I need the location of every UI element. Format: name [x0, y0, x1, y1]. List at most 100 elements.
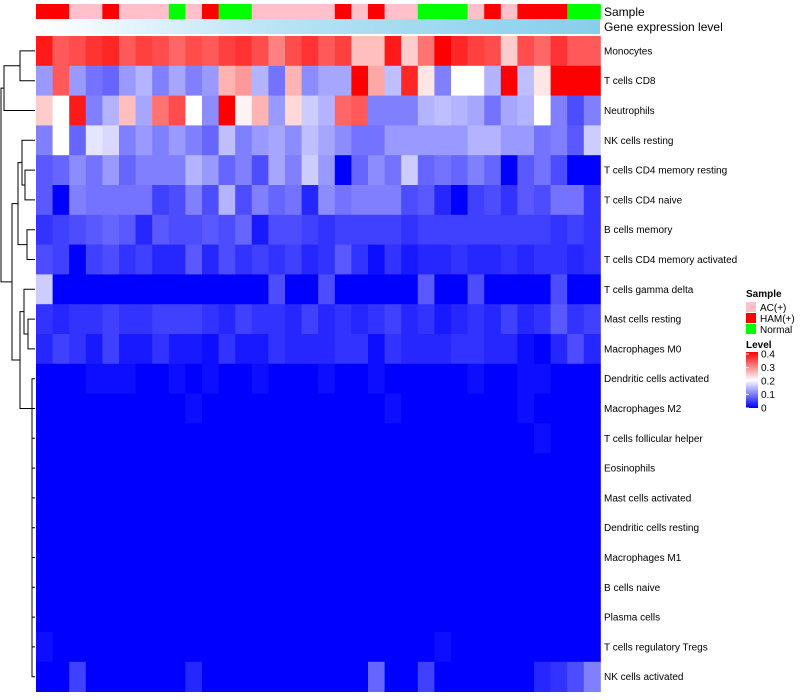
heatmap-cell [102, 214, 120, 245]
heatmap-cell [534, 304, 551, 335]
heatmap-cell [52, 393, 70, 424]
row-label: Mast cells resting [604, 315, 681, 326]
heatmap-cell [218, 214, 236, 245]
heatmap-cell [368, 542, 385, 573]
level-tick-label: 0.1 [761, 390, 775, 401]
heatmap-cell [534, 334, 551, 365]
heatmap-cell [434, 661, 452, 692]
heatmap-cell [583, 483, 601, 514]
heatmap-cell [567, 483, 585, 514]
heatmap-cell [401, 185, 419, 216]
heatmap-cell [268, 214, 286, 245]
heatmap-cell [334, 602, 352, 633]
heatmap-cell [218, 36, 236, 67]
heatmap-cell [85, 65, 103, 96]
heatmap-cell [550, 602, 568, 633]
heatmap-cell [334, 65, 352, 96]
heatmap-cell [268, 244, 286, 275]
heatmap-cell [301, 214, 319, 245]
sample-cell [235, 4, 253, 19]
heatmap-cell [434, 483, 452, 514]
heatmap-cell [202, 423, 219, 454]
heatmap-cell [484, 453, 502, 484]
heatmap-cell [285, 304, 302, 335]
heatmap-cell [235, 423, 253, 454]
heatmap-cell [235, 155, 253, 186]
heatmap-cell [517, 363, 535, 394]
heatmap-cell [135, 304, 153, 335]
heatmap-cell [451, 95, 468, 126]
heatmap-cell [185, 393, 203, 424]
heatmap-cell [318, 512, 336, 543]
heatmap-cell [517, 334, 535, 365]
heatmap-cell [301, 304, 319, 335]
heatmap-cell [384, 274, 402, 305]
heatmap-cell [451, 244, 468, 275]
heatmap-cell [351, 65, 369, 96]
heatmap-cell [102, 542, 120, 573]
heatmap-cell [583, 602, 601, 633]
heatmap-cell [301, 274, 319, 305]
heatmap-cell [152, 393, 170, 424]
heatmap-cell [268, 542, 286, 573]
sample-cell [36, 4, 53, 19]
heatmap-cell [500, 334, 518, 365]
heatmap-cell [534, 125, 551, 156]
heatmap-cell [102, 244, 120, 275]
heatmap-cell [318, 125, 336, 156]
heatmap-cell [567, 363, 585, 394]
heatmap-cell [417, 512, 435, 543]
sample-cell [451, 4, 468, 19]
heatmap-cell [301, 65, 319, 96]
heatmap-cell [119, 661, 136, 692]
level-colorbar [746, 352, 758, 408]
heatmap-cell [168, 155, 186, 186]
heatmap-cell [251, 632, 269, 663]
heatmap-cell [351, 572, 369, 603]
heatmap-cell [318, 602, 336, 633]
dendrogram-branch [11, 203, 20, 361]
heatmap-cell [550, 572, 568, 603]
heatmap-cell [301, 393, 319, 424]
heatmap-cell [351, 95, 369, 126]
heatmap-cell [351, 393, 369, 424]
heatmap-cell [318, 542, 336, 573]
heatmap-cell [567, 95, 585, 126]
heatmap-cell [268, 483, 286, 514]
heatmap-cell [567, 125, 585, 156]
heatmap-cell [69, 244, 87, 275]
heatmap-cell [351, 155, 369, 186]
heatmap-cell [500, 214, 518, 245]
heatmap-cell [583, 274, 601, 305]
heatmap-cell [384, 214, 402, 245]
heatmap-cell [152, 602, 170, 633]
heatmap-cell [119, 304, 136, 335]
heatmap-cell [235, 65, 253, 96]
heatmap-cell [334, 542, 352, 573]
heatmap-cell [285, 661, 302, 692]
heatmap-cell [251, 334, 269, 365]
heatmap-cell [368, 512, 385, 543]
heatmap-cell [119, 244, 136, 275]
heatmap-cell [384, 185, 402, 216]
heatmap-cell [500, 572, 518, 603]
heatmap-cell [235, 95, 253, 126]
heatmap-cell [185, 363, 203, 394]
heatmap-cell [484, 512, 502, 543]
heatmap-cell [285, 65, 302, 96]
heatmap-cell [368, 661, 385, 692]
heatmap-cell [451, 632, 468, 663]
heatmap-cell [318, 363, 336, 394]
heatmap-cell [185, 453, 203, 484]
heatmap-cell [417, 393, 435, 424]
level-tick-label: 0.2 [761, 377, 775, 388]
heatmap-cell [135, 125, 153, 156]
heatmap-cell [567, 661, 585, 692]
heatmap-cell [583, 65, 601, 96]
heatmap-cell [368, 304, 385, 335]
heatmap-cell [168, 661, 186, 692]
heatmap-cell [85, 185, 103, 216]
heatmap-cell [52, 483, 70, 514]
heatmap-cell [235, 304, 253, 335]
